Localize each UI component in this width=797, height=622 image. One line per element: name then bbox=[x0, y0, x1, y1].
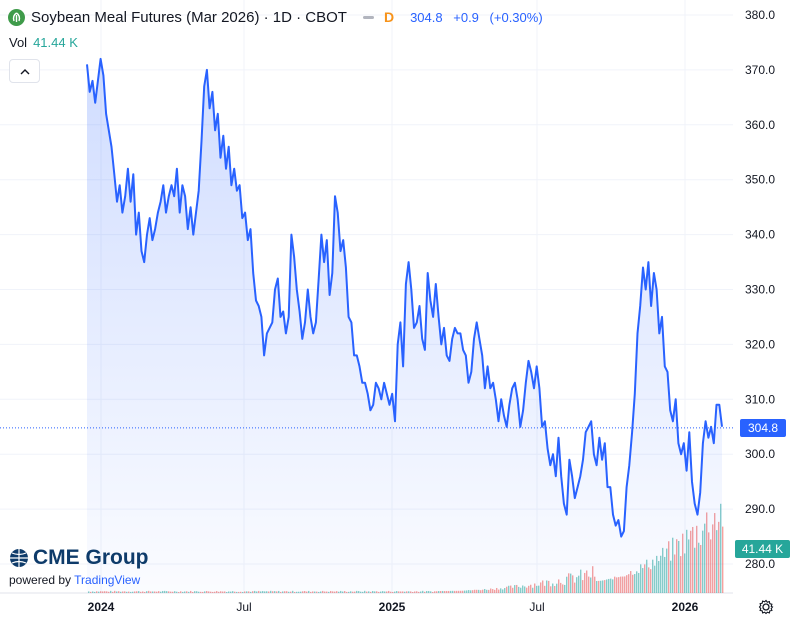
y-axis[interactable]: 280.0 290.0 300.0 310.0 320.0 330.0 340.0 350.0… bbox=[745, 8, 775, 571]
symbol-title[interactable]: Soybean Meal Futures (Mar 2026) · 1D · C… bbox=[31, 8, 347, 26]
x-tick-label: Jul bbox=[529, 600, 544, 614]
interval-flag: D bbox=[383, 9, 395, 25]
price-readout: 304.8 +0.9 (+0.30%) bbox=[410, 10, 550, 25]
y-tick-label: 280.0 bbox=[745, 557, 775, 571]
soybean-logo-icon bbox=[8, 8, 25, 26]
powered-prefix: powered by bbox=[9, 573, 72, 587]
volume-value: 41.44 K bbox=[33, 35, 78, 50]
brand-watermark: CME Group powered by TradingView bbox=[9, 546, 149, 587]
y-tick-label: 360.0 bbox=[745, 118, 775, 132]
x-tick-label: 2026 bbox=[672, 600, 699, 614]
y-tick-label: 350.0 bbox=[745, 173, 775, 187]
brand-name: CME Group bbox=[33, 546, 149, 569]
powered-name: TradingView bbox=[74, 573, 141, 587]
price-change: +0.9 bbox=[453, 9, 479, 25]
x-tick-label: Jul bbox=[236, 600, 251, 614]
x-axis[interactable]: 2024 Jul 2025 Jul 2026 bbox=[88, 600, 699, 614]
market-status-icon bbox=[362, 15, 374, 19]
collapse-legend-button[interactable] bbox=[9, 59, 40, 83]
last-price-tag: 304.8 bbox=[740, 419, 786, 437]
y-tick-label: 290.0 bbox=[745, 502, 775, 516]
y-tick-label: 320.0 bbox=[745, 337, 775, 351]
last-price: 304.8 bbox=[410, 9, 443, 25]
y-tick-label: 340.0 bbox=[745, 228, 775, 242]
y-tick-label: 380.0 bbox=[745, 8, 775, 22]
x-tick-label: 2024 bbox=[88, 600, 115, 614]
price-change-pct: (+0.30%) bbox=[489, 9, 543, 25]
cme-globe-icon bbox=[10, 549, 28, 567]
powered-by: powered by TradingView bbox=[9, 573, 149, 587]
cme-logo: CME Group bbox=[9, 546, 149, 570]
x-tick-label: 2025 bbox=[379, 600, 406, 614]
volume-bar bbox=[722, 526, 724, 593]
volume-tag: 41.44 K bbox=[735, 540, 790, 558]
volume-label: Vol bbox=[9, 35, 28, 50]
price-line bbox=[86, 57, 723, 538]
chevron-up-icon bbox=[20, 68, 29, 74]
chart-header: Soybean Meal Futures (Mar 2026) · 1D · C… bbox=[8, 6, 550, 28]
volume-legend: Vol 41.44 K bbox=[9, 35, 78, 50]
settings-button[interactable] bbox=[758, 599, 774, 620]
y-tick-label: 310.0 bbox=[745, 392, 775, 406]
gear-icon bbox=[758, 599, 774, 615]
y-tick-label: 300.0 bbox=[745, 447, 775, 461]
y-tick-label: 370.0 bbox=[745, 63, 775, 77]
y-tick-label: 330.0 bbox=[745, 283, 775, 297]
